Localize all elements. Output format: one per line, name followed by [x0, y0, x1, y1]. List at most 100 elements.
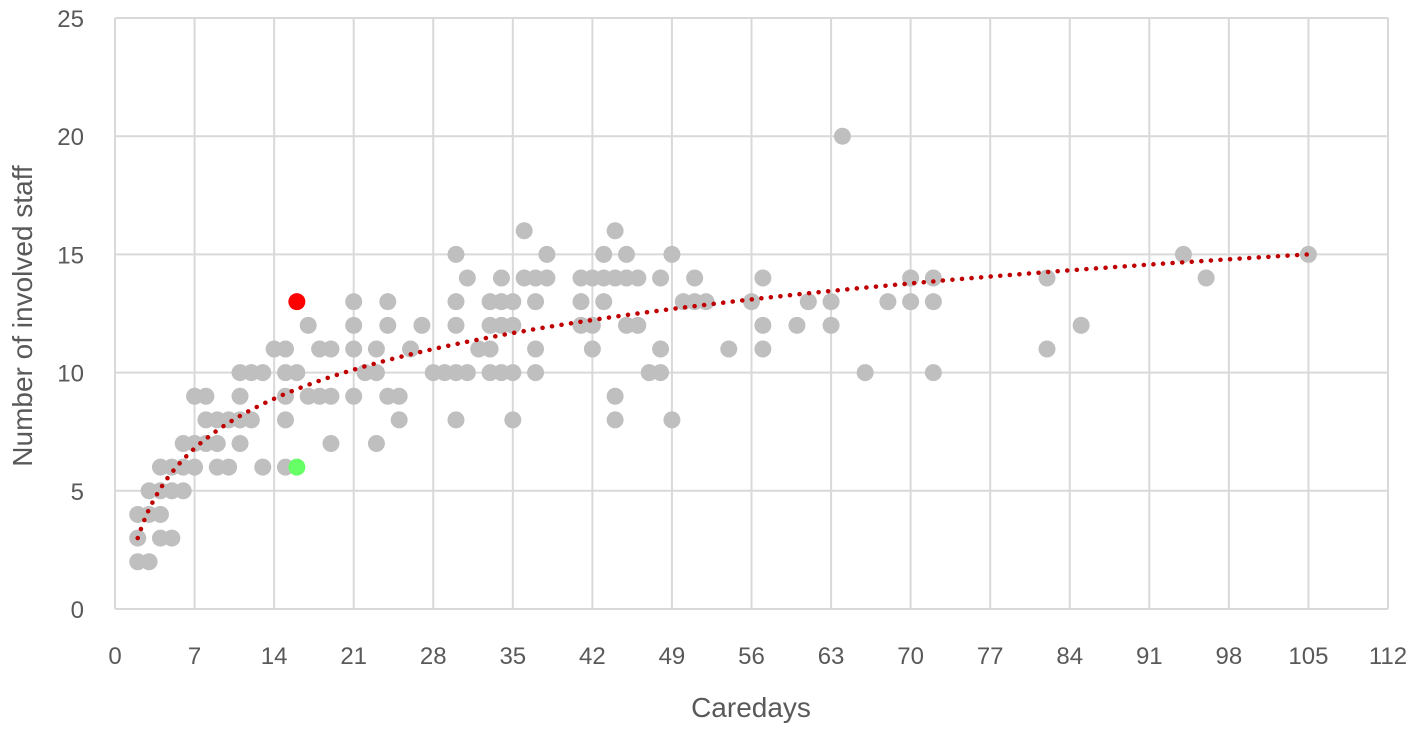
y-tick-label: 20 [57, 124, 84, 151]
data-point [197, 387, 215, 405]
data-point [924, 269, 942, 287]
data-point [1174, 245, 1192, 263]
data-point [504, 316, 522, 334]
x-tick-label: 98 [1216, 643, 1243, 670]
data-point [231, 435, 249, 453]
data-point [322, 340, 340, 358]
y-axis-tick-labels: 0 5 10 15 20 25 [57, 6, 84, 624]
data-point [481, 340, 499, 358]
y-tick-label: 25 [57, 6, 84, 33]
data-point [902, 293, 920, 311]
x-tick-label: 0 [108, 643, 121, 670]
data-point [504, 364, 522, 382]
data-point [140, 553, 158, 571]
data-point [629, 269, 647, 287]
data-point [606, 222, 624, 240]
data-point [379, 316, 397, 334]
data-point [288, 364, 306, 382]
data-point [367, 364, 385, 382]
data-point [515, 222, 533, 240]
data-point [163, 529, 181, 547]
highlight-point-red [288, 293, 306, 311]
data-point [447, 316, 465, 334]
data-point [402, 340, 420, 358]
data-point [833, 127, 851, 145]
x-tick-label: 28 [420, 643, 447, 670]
x-tick-label: 112 [1369, 643, 1407, 670]
data-point [527, 340, 545, 358]
x-tick-label: 77 [977, 643, 1004, 670]
data-point [447, 245, 465, 263]
data-point [720, 340, 738, 358]
data-point [527, 293, 545, 311]
data-point [447, 411, 465, 429]
data-point [1038, 269, 1056, 287]
data-point [151, 505, 169, 523]
data-point [743, 293, 760, 311]
x-axis-title: Caredays [691, 692, 811, 723]
data-point [572, 293, 590, 311]
y-axis-title: Number of involved staff [7, 165, 38, 467]
data-point [504, 411, 522, 429]
x-tick-label: 70 [897, 643, 924, 670]
data-point [447, 293, 465, 311]
data-point [390, 411, 408, 429]
data-point [652, 364, 670, 382]
x-tick-label: 84 [1056, 643, 1083, 670]
trendline-path [135, 252, 1311, 541]
data-point [538, 245, 556, 263]
x-tick-label: 35 [499, 643, 526, 670]
data-point [322, 435, 340, 453]
data-point [652, 269, 670, 287]
data-point [174, 482, 192, 500]
data-point [367, 435, 385, 453]
data-point [822, 293, 840, 311]
data-point [276, 340, 294, 358]
data-point [538, 269, 556, 287]
y-tick-label: 10 [57, 361, 84, 388]
data-point [504, 293, 522, 311]
data-point [322, 387, 340, 405]
x-tick-label: 63 [818, 643, 845, 670]
highlight-point-green [288, 458, 306, 476]
data-point [527, 364, 545, 382]
data-point [686, 269, 704, 287]
data-point [413, 316, 431, 334]
x-tick-label: 14 [261, 643, 288, 670]
data-point [606, 387, 624, 405]
data-point [856, 364, 874, 382]
data-point [595, 245, 613, 263]
x-tick-label: 7 [188, 643, 201, 670]
data-point [276, 411, 294, 429]
data-point [754, 340, 772, 358]
data-point [379, 293, 397, 311]
data-point [1038, 340, 1056, 358]
data-point [367, 340, 385, 358]
data-point [186, 458, 204, 476]
data-point [299, 316, 317, 334]
data-points [129, 127, 1317, 571]
data-point [629, 316, 647, 334]
data-point [1072, 316, 1090, 334]
x-tick-label: 105 [1288, 643, 1328, 670]
data-point [822, 316, 840, 334]
data-point [345, 340, 363, 358]
data-point [663, 411, 681, 429]
x-tick-label: 21 [340, 643, 367, 670]
y-tick-label: 5 [71, 479, 84, 506]
data-point [924, 364, 942, 382]
data-point [754, 269, 772, 287]
data-point [254, 364, 272, 382]
y-tick-label: 0 [71, 597, 84, 624]
data-point [345, 293, 363, 311]
data-point [492, 269, 510, 287]
x-tick-label: 49 [659, 643, 686, 670]
data-point [754, 316, 772, 334]
data-point [231, 387, 249, 405]
data-point [1197, 269, 1215, 287]
y-tick-label: 15 [57, 242, 84, 269]
gridlines [114, 17, 1389, 610]
x-tick-label: 91 [1136, 643, 1163, 670]
